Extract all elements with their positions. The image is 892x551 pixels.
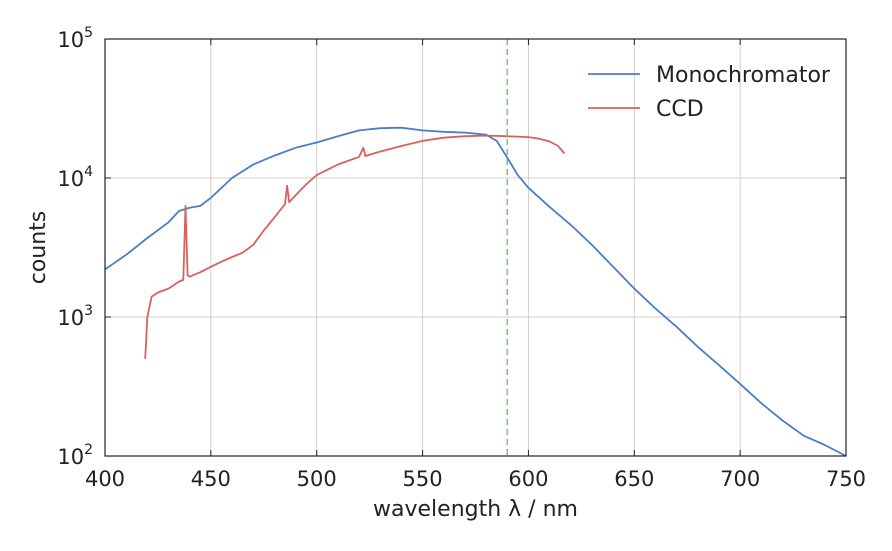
x-tick-label: 700 [720, 467, 760, 491]
series-line-ccd [144, 134, 566, 359]
y-tick-label: 104 [57, 164, 93, 191]
x-axis-label: wavelength λ / nm [373, 497, 578, 522]
legend-label-monochromator: Monochromator [656, 63, 831, 88]
y-axis-label: counts [26, 211, 51, 285]
legend: Monochromator CCD [588, 63, 831, 122]
legend-label-ccd: CCD [656, 97, 704, 122]
plot-frame [104, 38, 847, 457]
x-tick-label: 600 [508, 467, 548, 491]
y-tick-label: 102 [57, 442, 93, 469]
y-tick-label: 103 [57, 303, 93, 330]
x-tick-label: 400 [85, 467, 125, 491]
ticks: 400 450 500 550 600 650 700 750 102 103 104 105 [57, 25, 866, 491]
x-tick-label: 750 [826, 467, 866, 491]
series-layer [104, 126, 847, 457]
x-tick-label: 500 [297, 467, 337, 491]
series-line-monochromator [104, 126, 847, 457]
x-tick-label: 650 [614, 467, 654, 491]
y-tick-label: 105 [57, 25, 93, 52]
grid [104, 38, 847, 457]
x-tick-label: 550 [403, 467, 443, 491]
x-tick-label: 450 [191, 467, 231, 491]
